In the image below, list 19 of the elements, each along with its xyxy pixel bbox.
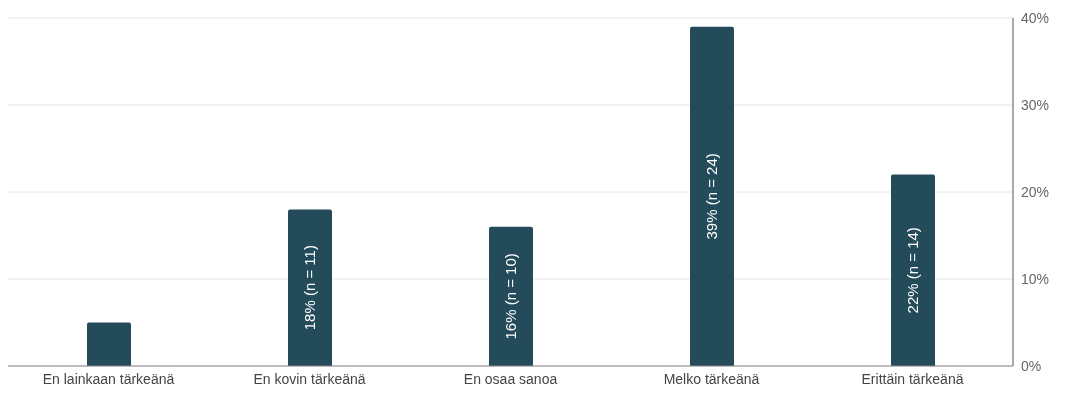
data-label: 18% (n = 11) (301, 245, 319, 331)
y-tick-label: 30% (1021, 96, 1050, 113)
y-tick-label: 40% (1021, 9, 1050, 26)
x-tick-label: Melko tärkeänä (663, 370, 760, 387)
data-label: 39% (n = 24) (703, 153, 721, 240)
y-tick-label: 10% (1021, 270, 1050, 287)
x-tick-label: En lainkaan tärkeänä (42, 370, 175, 387)
bar (489, 226, 533, 366)
x-tick-label: Erittäin tärkeänä (861, 370, 964, 387)
x-tick-label: En osaa sanoa (463, 370, 558, 387)
y-tick-label: 20% (1021, 183, 1050, 200)
bar (891, 174, 935, 366)
bar (288, 209, 332, 366)
bar (690, 26, 734, 366)
x-tick-label: En kovin tärkeänä (253, 370, 366, 387)
data-label: 16% (n = 10) (502, 253, 520, 340)
y-tick-label: 0% (1021, 357, 1042, 374)
data-label: 22% (n = 14) (904, 227, 922, 314)
bar (87, 322, 131, 366)
